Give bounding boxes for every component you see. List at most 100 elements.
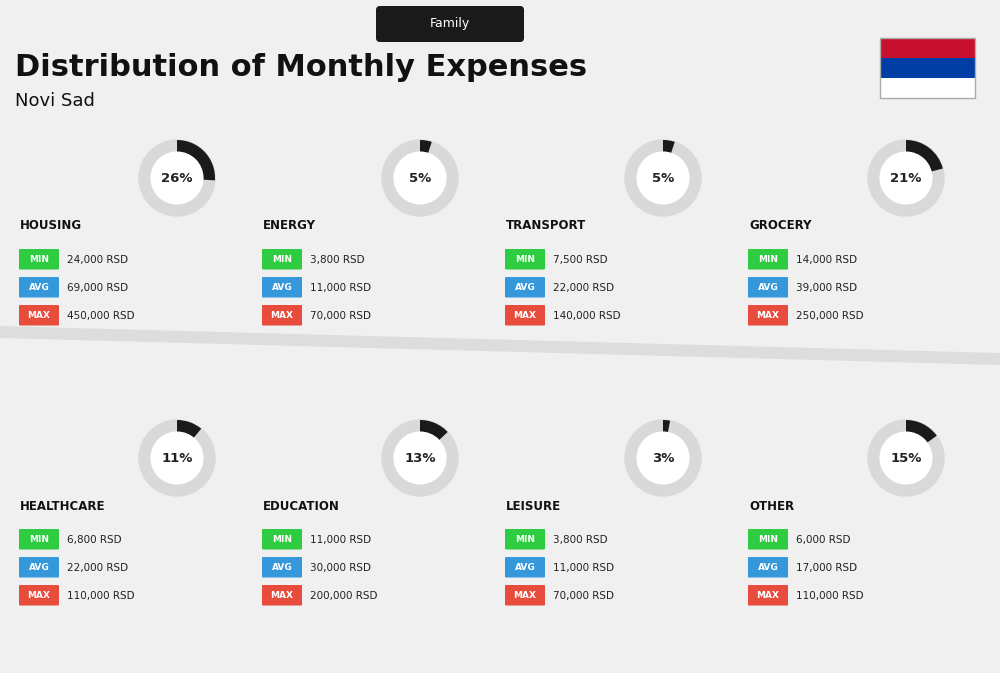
Text: 26%: 26% <box>161 172 193 184</box>
Text: AVG: AVG <box>515 283 535 292</box>
Text: AVG: AVG <box>29 563 49 572</box>
Text: 11,000 RSD: 11,000 RSD <box>310 283 371 293</box>
Polygon shape <box>0 326 1000 365</box>
FancyBboxPatch shape <box>880 58 975 78</box>
Text: MAX: MAX <box>28 311 50 320</box>
Wedge shape <box>177 420 201 438</box>
Text: 11%: 11% <box>161 452 193 464</box>
Text: TRANSPORT: TRANSPORT <box>506 219 586 232</box>
Text: MIN: MIN <box>758 535 778 544</box>
Text: AVG: AVG <box>758 563 778 572</box>
FancyBboxPatch shape <box>880 38 975 58</box>
FancyBboxPatch shape <box>505 249 545 269</box>
Wedge shape <box>177 140 215 180</box>
Text: OTHER: OTHER <box>749 499 794 513</box>
Text: 5%: 5% <box>652 172 674 184</box>
Text: 110,000 RSD: 110,000 RSD <box>796 591 864 601</box>
FancyBboxPatch shape <box>505 529 545 549</box>
Text: MAX: MAX <box>757 311 780 320</box>
Text: MAX: MAX <box>270 311 294 320</box>
FancyBboxPatch shape <box>748 277 788 297</box>
Text: MIN: MIN <box>515 535 535 544</box>
Text: 6,800 RSD: 6,800 RSD <box>67 535 122 545</box>
Text: MAX: MAX <box>28 591 50 600</box>
Text: MIN: MIN <box>29 535 49 544</box>
Text: 21%: 21% <box>890 172 922 184</box>
Text: 6,000 RSD: 6,000 RSD <box>796 535 851 545</box>
Text: HOUSING: HOUSING <box>20 219 82 232</box>
FancyBboxPatch shape <box>262 585 302 606</box>
FancyBboxPatch shape <box>19 305 59 326</box>
Wedge shape <box>906 420 937 443</box>
Text: 39,000 RSD: 39,000 RSD <box>796 283 857 293</box>
FancyBboxPatch shape <box>505 305 545 326</box>
FancyBboxPatch shape <box>262 277 302 297</box>
Text: 30,000 RSD: 30,000 RSD <box>310 563 371 573</box>
Wedge shape <box>420 140 432 153</box>
Circle shape <box>868 140 944 216</box>
Circle shape <box>139 420 215 496</box>
FancyBboxPatch shape <box>262 557 302 577</box>
FancyBboxPatch shape <box>19 249 59 269</box>
Text: 11,000 RSD: 11,000 RSD <box>553 563 614 573</box>
Text: AVG: AVG <box>272 283 292 292</box>
Text: AVG: AVG <box>29 283 49 292</box>
Circle shape <box>139 140 215 216</box>
Text: 3,800 RSD: 3,800 RSD <box>553 535 608 545</box>
Text: 17,000 RSD: 17,000 RSD <box>796 563 857 573</box>
Text: ENERGY: ENERGY <box>263 219 316 232</box>
Text: 140,000 RSD: 140,000 RSD <box>553 311 621 321</box>
FancyBboxPatch shape <box>376 6 524 42</box>
Circle shape <box>151 152 203 204</box>
Wedge shape <box>663 140 675 153</box>
Text: MIN: MIN <box>272 535 292 544</box>
Text: 3,800 RSD: 3,800 RSD <box>310 255 365 265</box>
Circle shape <box>382 140 458 216</box>
Circle shape <box>394 152 446 204</box>
Text: 24,000 RSD: 24,000 RSD <box>67 255 128 265</box>
FancyBboxPatch shape <box>748 305 788 326</box>
FancyBboxPatch shape <box>880 78 975 98</box>
Circle shape <box>625 140 701 216</box>
FancyBboxPatch shape <box>19 529 59 549</box>
FancyBboxPatch shape <box>748 249 788 269</box>
Circle shape <box>880 152 932 204</box>
FancyBboxPatch shape <box>19 585 59 606</box>
Text: MIN: MIN <box>272 255 292 264</box>
FancyBboxPatch shape <box>19 277 59 297</box>
FancyBboxPatch shape <box>505 585 545 606</box>
Text: MIN: MIN <box>515 255 535 264</box>
Wedge shape <box>906 140 943 172</box>
Circle shape <box>868 420 944 496</box>
Text: LEISURE: LEISURE <box>506 499 561 513</box>
Text: 13%: 13% <box>404 452 436 464</box>
Text: Family: Family <box>430 17 470 30</box>
Text: 70,000 RSD: 70,000 RSD <box>553 591 614 601</box>
Circle shape <box>637 432 689 484</box>
Text: MAX: MAX <box>514 311 536 320</box>
Circle shape <box>880 432 932 484</box>
FancyBboxPatch shape <box>748 585 788 606</box>
Text: 22,000 RSD: 22,000 RSD <box>67 563 128 573</box>
Text: MAX: MAX <box>757 591 780 600</box>
FancyBboxPatch shape <box>748 557 788 577</box>
FancyBboxPatch shape <box>262 305 302 326</box>
Wedge shape <box>420 420 448 440</box>
FancyBboxPatch shape <box>505 557 545 577</box>
FancyBboxPatch shape <box>19 557 59 577</box>
Text: 15%: 15% <box>890 452 922 464</box>
Circle shape <box>637 152 689 204</box>
Text: 110,000 RSD: 110,000 RSD <box>67 591 135 601</box>
Text: AVG: AVG <box>758 283 778 292</box>
Text: GROCERY: GROCERY <box>749 219 812 232</box>
Circle shape <box>394 432 446 484</box>
Text: 7,500 RSD: 7,500 RSD <box>553 255 608 265</box>
Text: 200,000 RSD: 200,000 RSD <box>310 591 378 601</box>
Text: HEALTHCARE: HEALTHCARE <box>20 499 106 513</box>
Circle shape <box>151 432 203 484</box>
Text: MIN: MIN <box>758 255 778 264</box>
Text: 3%: 3% <box>652 452 674 464</box>
Text: 5%: 5% <box>409 172 431 184</box>
Text: 450,000 RSD: 450,000 RSD <box>67 311 135 321</box>
FancyBboxPatch shape <box>262 249 302 269</box>
